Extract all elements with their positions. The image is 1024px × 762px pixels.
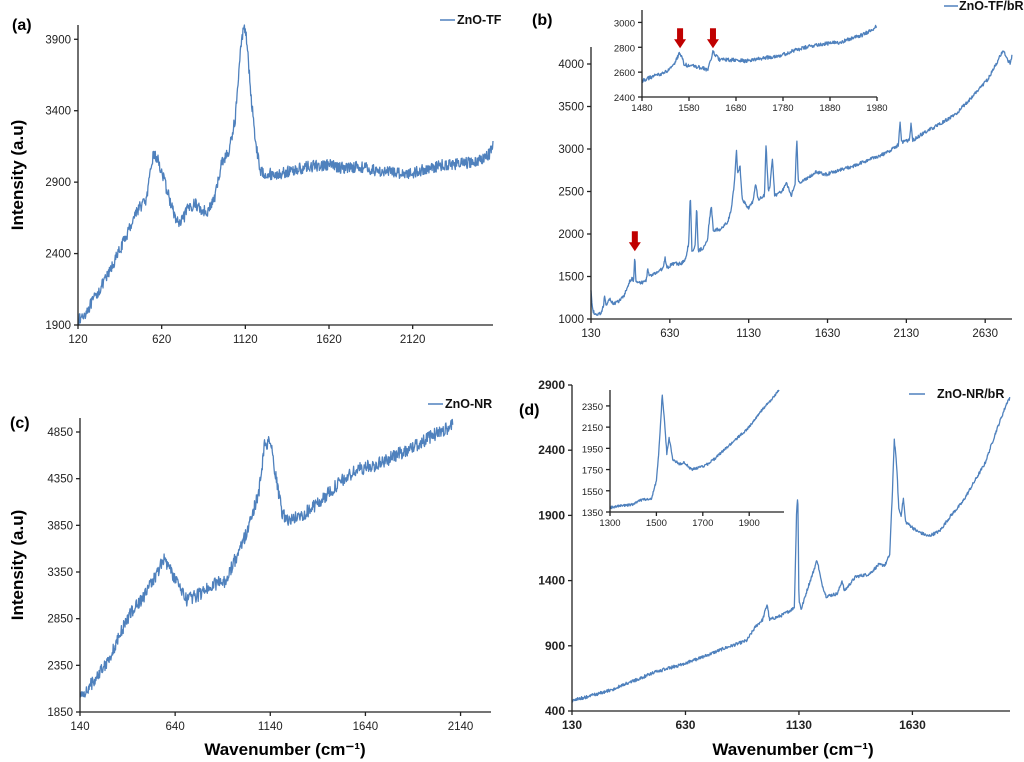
y-tick-label: 2150: [582, 423, 603, 434]
panel-label-a: (a): [12, 17, 32, 34]
y-tick-label: 1750: [582, 466, 603, 477]
y-tick-label: 1900: [45, 320, 71, 332]
y-axis-title-c: Intensity (a.u): [8, 510, 27, 621]
x-tick-label: 1680: [725, 103, 746, 114]
y-tick-label: 1000: [558, 314, 584, 326]
x-tick-label: 630: [660, 328, 679, 340]
y-tick-label: 2400: [614, 93, 635, 104]
x-tick-label: 1480: [631, 103, 652, 114]
y-tick-label: 900: [545, 639, 565, 653]
inset-background: [609, 388, 785, 512]
red-arrow-down-icon: [706, 28, 719, 49]
y-tick-label: 2000: [558, 229, 584, 241]
y-tick-label: 2900: [538, 378, 565, 392]
chart-a: 120 620 1120 1620 2120 1900 2400 2900 3400 3900: [45, 24, 494, 346]
x-tick-label: 1130: [786, 718, 812, 732]
panel-label-c: (c): [10, 415, 30, 432]
x-tick-label: 1980: [866, 103, 887, 114]
series-line-a: [77, 24, 494, 326]
y-tick-label: 1850: [47, 707, 73, 719]
x-tick-label: 2140: [448, 721, 474, 733]
red-arrow-down-icon: [674, 28, 687, 49]
y-tick-label: 2900: [45, 177, 71, 189]
y-tick-label: 3400: [45, 106, 71, 118]
x-tick-label: 2120: [400, 334, 426, 346]
series-line-b: [590, 50, 1013, 316]
y-tick-label: 1950: [582, 444, 603, 455]
legend-label-b: ZnO-TF/bR: [959, 0, 1024, 13]
legend-label-c: ZnO-NR: [445, 397, 492, 411]
x-tick-label: 1120: [233, 334, 258, 346]
x-tick-label: 620: [152, 334, 171, 346]
x-tick-label: 2130: [894, 328, 920, 340]
series-line-c: [79, 418, 454, 698]
legend-label-d: ZnO-NR/bR: [937, 387, 1004, 401]
x-tick-label: 1630: [815, 328, 841, 340]
y-axis-title-a: Intensity (a.u): [8, 120, 27, 231]
x-tick-label: 1620: [316, 334, 342, 346]
series-line-d-inset: [609, 389, 780, 510]
y-tick-label: 3000: [614, 18, 635, 29]
chart-b: 130 630 1130 1630 2130 2630 1000 1500 2000 2500 30…: [558, 47, 1013, 340]
x-tick-label: 1580: [678, 103, 699, 114]
x-tick-label: 1780: [772, 103, 793, 114]
x-tick-label: 140: [70, 721, 89, 733]
legend-label-a: ZnO-TF: [457, 13, 502, 27]
y-tick-label: 400: [545, 704, 565, 718]
series-line-b-inset: [641, 24, 878, 83]
x-tick-label: 1900: [739, 518, 760, 529]
chart-d: 130 630 1130 1630 400 900 1400 1900 2400 2900: [538, 378, 1011, 732]
panel-label-b: (b): [532, 12, 552, 29]
panel-label-d: (d): [519, 402, 539, 419]
x-axis-title-d: Wavenumber (cm⁻¹): [712, 740, 873, 759]
inset-background: [641, 8, 878, 97]
y-tick-label: 2400: [45, 249, 71, 261]
y-tick-label: 1550: [582, 487, 603, 498]
x-tick-label: 1630: [899, 718, 926, 732]
chart-b-inset: 1480 1580 1680 1780 1880 1980 2400 2600 2800 3000: [614, 8, 888, 114]
y-tick-label: 2600: [614, 68, 635, 79]
x-tick-label: 640: [166, 721, 185, 733]
x-tick-label: 120: [68, 334, 87, 346]
y-tick-label: 1350: [582, 508, 603, 519]
y-tick-label: 3500: [558, 102, 584, 114]
x-tick-label: 1140: [258, 721, 283, 733]
x-tick-label: 1640: [353, 721, 379, 733]
x-tick-label: 1130: [736, 328, 761, 340]
y-tick-label: 3850: [47, 520, 73, 532]
y-tick-label: 1900: [538, 508, 565, 522]
x-axis-title-c: Wavenumber (cm⁻¹): [204, 740, 365, 759]
y-tick-label: 2350: [47, 660, 73, 672]
x-tick-label: 1500: [646, 518, 667, 529]
x-tick-label: 1880: [819, 103, 840, 114]
x-tick-label: 2630: [972, 328, 998, 340]
y-tick-label: 1500: [558, 272, 584, 284]
chart-d-inset: 1300 1500 1700 1900 1350 1550 1750 1950 2150 2350: [582, 388, 785, 529]
y-tick-label: 1400: [538, 574, 565, 588]
y-tick-label: 4000: [558, 59, 584, 71]
y-tick-label: 2500: [558, 187, 584, 199]
y-tick-label: 2800: [614, 43, 635, 54]
x-tick-label: 1300: [599, 518, 620, 529]
y-tick-label: 3900: [45, 34, 71, 46]
y-tick-label: 4850: [47, 427, 73, 439]
y-tick-label: 4350: [47, 474, 73, 486]
x-tick-label: 630: [675, 718, 695, 732]
series-line-d: [571, 397, 1011, 703]
y-tick-label: 3350: [47, 567, 73, 579]
y-tick-label: 3000: [558, 144, 584, 156]
y-tick-label: 2850: [47, 614, 73, 626]
y-tick-label: 2350: [582, 402, 603, 413]
chart-c: 140 640 1140 1640 2140 1850 2350 2850 3350 3850 43…: [47, 418, 491, 733]
x-tick-label: 130: [562, 718, 582, 732]
x-tick-label: 1700: [692, 518, 713, 529]
red-arrow-down-icon: [628, 231, 641, 252]
y-tick-label: 2400: [538, 443, 565, 457]
x-tick-label: 130: [581, 328, 600, 340]
